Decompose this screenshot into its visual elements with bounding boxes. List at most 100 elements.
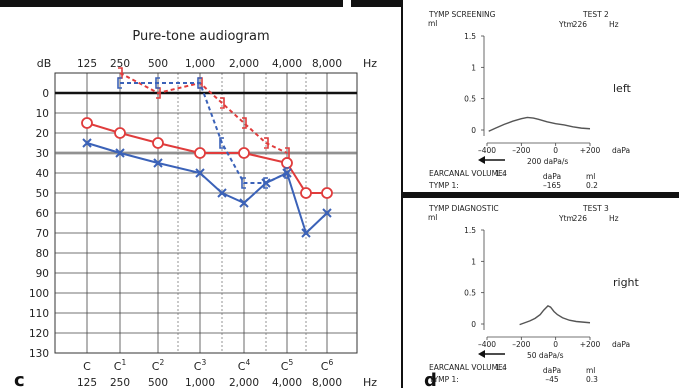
y-tick-label: 10 (36, 108, 49, 120)
tymp-ytm-unit: Hz (609, 214, 619, 223)
y-tick-label: 90 (36, 268, 49, 280)
x-note-label: C (83, 360, 91, 373)
marker-bracket-left (284, 167, 289, 179)
x-tick-label-top: 500 (148, 58, 168, 70)
marker-bracket-right (285, 147, 290, 159)
tymp-x-tick-label: +200 (580, 340, 601, 349)
y-tick-label: 30 (36, 148, 49, 160)
y-tick-label: 20 (36, 128, 49, 140)
tymp-ytm-unit: Hz (609, 20, 619, 29)
panel-label-c: c (14, 370, 25, 388)
marker-x (153, 158, 163, 168)
series-line (86, 122, 327, 194)
arrow-head-icon (478, 156, 485, 164)
x-note-label: C3 (194, 358, 207, 373)
tymp-dapa-header: daPa (543, 366, 561, 375)
marker-x (82, 138, 92, 148)
y-tick-label: 80 (36, 248, 49, 260)
tymp-test-label: TEST 3 (582, 204, 609, 213)
tymp-test-label: TEST 2 (582, 10, 609, 19)
y-tick-label: 40 (36, 168, 49, 180)
tymp-curve (488, 116, 591, 132)
x-tick-label-bottom: 125 (77, 377, 97, 388)
x-unit-label-top: Hz (363, 57, 377, 70)
x-tick-label-bottom: 4,000 (272, 377, 302, 388)
marker-circle (194, 147, 206, 159)
tymp-ear-label: left (613, 82, 632, 95)
series-line (119, 72, 288, 154)
panel-divider-horizontal (402, 192, 679, 198)
marker-bracket-left (117, 77, 122, 89)
marker-circle (152, 137, 164, 149)
marker-bracket-left (241, 177, 246, 189)
audiogram-ticks: 0 10 20 30 40 50 60 70 80 90 100 110 120 130 125 250 500… (29, 58, 342, 389)
x-tick-label-top: 250 (110, 58, 130, 70)
marker-circle (321, 187, 333, 199)
audiogram: Pure-tone audiogram dB Hz Hz c 0 10 20 30 40… (14, 29, 377, 391)
audiogram-grid (54, 72, 358, 354)
tymp-y-tick-label: 1 (471, 257, 476, 266)
marker-bracket-left (263, 177, 268, 189)
panel-label-d: d (424, 370, 437, 388)
tymp-rate-label: 200 daPa/s (527, 157, 568, 166)
tymp-y-unit: ml (428, 19, 437, 28)
y-tick-label: 110 (29, 308, 49, 320)
tymp-y-tick-label: 0 (471, 126, 476, 135)
marker-bracket-right (220, 97, 225, 109)
tymp-x-tick-label: +200 (580, 146, 601, 155)
top-black-bar-left (0, 0, 343, 7)
tymp-y-tick-label: 1.5 (464, 32, 476, 41)
x-tick-label-bottom: 1,000 (185, 377, 215, 388)
y-tick-label: 100 (29, 288, 49, 300)
x-tick-label-bottom: 2,000 (229, 377, 259, 388)
tymp-pressure-value: –45 (545, 375, 559, 384)
x-tick-label-top: 1,000 (185, 58, 215, 70)
tymp-x-tick-label: –200 (512, 146, 530, 155)
earcanal-value: 1.4 (495, 169, 507, 178)
tymp-x-tick-label: –200 (512, 340, 530, 349)
tymp-title: TYMP SCREENING (428, 10, 496, 19)
tymp-rate-label: 50 daPa/s (527, 351, 564, 360)
marker-circle (114, 127, 126, 139)
tymp-y-tick-label: 0 (471, 320, 476, 329)
x-tick-label-top: 2,000 (229, 58, 259, 70)
tymp-x-unit: daPa (612, 146, 630, 155)
tymp-ytm-label: Ytm (558, 214, 574, 223)
marker-circle (281, 157, 293, 169)
tymp-1-label: TYMP 1: (428, 181, 459, 190)
tymp-ytm-value: 226 (573, 20, 588, 29)
tymp-y-tick-label: 0.5 (464, 95, 476, 104)
earcanal-label: EARCANAL VOLUME: (429, 363, 505, 372)
marker-circle (81, 117, 93, 129)
x-tick-label-top: 125 (77, 58, 97, 70)
tymp-1-label: TYMP 1: (428, 375, 459, 384)
marker-bracket-right (264, 137, 269, 149)
x-tick-label-bottom: 250 (110, 377, 130, 388)
tymp-ml-header: ml (586, 366, 595, 375)
x-note-label: C4 (238, 358, 251, 373)
top-black-bar-right (351, 0, 402, 7)
tymp-pressure-value: –165 (543, 181, 561, 190)
tymp-y-tick-label: 1.5 (464, 226, 476, 235)
marker-circle (238, 147, 250, 159)
tymp-x-tick-label: –400 (478, 340, 496, 349)
tymp-ear-label: right (613, 276, 640, 289)
x-unit-label-bottom: Hz (363, 376, 377, 388)
y-tick-label: 60 (36, 208, 49, 220)
y-tick-label: 120 (29, 328, 49, 340)
tymp-y-tick-label: 1 (471, 63, 476, 72)
marker-bracket-left (155, 77, 160, 89)
series-line (86, 142, 328, 235)
tymp-compliance-value: 0.3 (586, 375, 598, 384)
y-tick-label: 70 (36, 228, 49, 240)
x-note-label: C1 (114, 358, 127, 373)
tymp-ytm-label: Ytm (558, 20, 574, 29)
x-tick-label-bottom: 500 (148, 377, 168, 388)
x-note-label: C5 (281, 358, 294, 373)
x-tick-label-top: 8,000 (312, 58, 342, 70)
tymp-compliance-value: 0.2 (586, 181, 598, 190)
series-line (120, 82, 288, 184)
